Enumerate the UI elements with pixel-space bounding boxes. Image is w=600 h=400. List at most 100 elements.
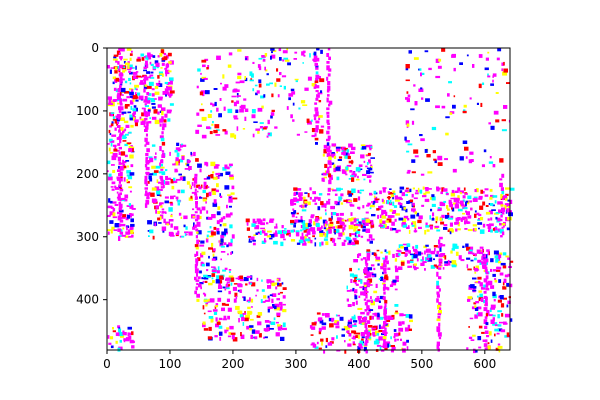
speckle — [216, 55, 221, 60]
speckle — [224, 130, 228, 135]
speckle — [214, 335, 218, 338]
edge-streak — [436, 294, 440, 298]
edge-streak — [363, 346, 367, 352]
speckle — [302, 225, 306, 231]
speckle — [219, 331, 223, 336]
speckle — [487, 342, 490, 345]
edge-streak — [364, 270, 368, 274]
edge-streak — [315, 71, 319, 75]
x-tick-label: 500 — [410, 357, 433, 371]
speckle — [294, 198, 300, 202]
speckle — [341, 328, 345, 331]
speckle — [266, 235, 271, 238]
speckle — [389, 203, 392, 206]
speckle — [243, 277, 249, 282]
speckle — [375, 331, 377, 336]
speckle — [344, 349, 347, 354]
speckle — [131, 234, 134, 238]
edge-streak — [144, 144, 147, 147]
edge-streak — [314, 128, 319, 133]
speckle — [370, 157, 375, 159]
speckle — [507, 206, 510, 208]
speckle — [249, 327, 253, 331]
speckle — [221, 231, 227, 236]
speckle — [441, 105, 446, 109]
edge-streak — [501, 226, 504, 229]
speckle — [309, 53, 311, 58]
edge-streak — [438, 254, 443, 257]
speckle — [202, 280, 205, 283]
speckle — [350, 221, 354, 225]
speckle — [116, 50, 121, 55]
speckle — [306, 230, 311, 235]
speckle — [198, 215, 202, 219]
speckle — [326, 201, 331, 205]
speckle — [134, 122, 138, 127]
edge-streak — [161, 179, 164, 183]
speckle — [108, 342, 112, 345]
speckle — [502, 297, 507, 300]
speckle — [271, 50, 277, 52]
speckle — [112, 201, 117, 204]
speckle — [282, 59, 285, 62]
speckle — [294, 51, 298, 54]
edge-streak — [438, 276, 442, 280]
edge-streak — [194, 268, 199, 274]
speckle — [143, 56, 147, 58]
speckle — [376, 256, 381, 260]
speckle — [281, 75, 287, 78]
speckle — [404, 136, 407, 141]
speckle — [400, 338, 402, 341]
speckle — [199, 270, 202, 274]
speckle — [245, 314, 250, 320]
speckle — [165, 221, 170, 225]
speckle — [398, 332, 401, 336]
speckle — [365, 165, 368, 168]
edge-streak — [326, 114, 330, 118]
speckle — [343, 239, 347, 243]
speckle — [367, 152, 371, 156]
speckle — [478, 290, 482, 293]
speckle — [282, 295, 286, 299]
speckle — [136, 88, 138, 91]
speckle — [130, 164, 134, 168]
speckle — [336, 314, 340, 317]
speckle — [136, 58, 141, 62]
speckle — [420, 262, 425, 266]
x-axis: 0 100 200 300 400 500 600 — [103, 350, 496, 371]
speckle — [113, 56, 117, 59]
speckle — [483, 149, 487, 153]
speckle — [390, 192, 395, 195]
speckle — [503, 195, 507, 199]
speckle — [492, 294, 497, 299]
speckle — [268, 306, 273, 309]
speckle — [361, 336, 365, 339]
speckle — [301, 220, 306, 224]
speckle — [407, 225, 410, 228]
speckle — [126, 170, 131, 174]
edge-streak — [501, 173, 505, 178]
speckle — [418, 88, 424, 92]
speckle — [290, 229, 294, 233]
speckle — [259, 122, 264, 124]
speckle — [250, 78, 253, 81]
speckle — [310, 215, 314, 219]
speckle — [204, 293, 207, 297]
speckle — [405, 249, 410, 253]
edge-streak — [316, 94, 320, 98]
speckle — [429, 215, 432, 220]
speckle — [260, 227, 265, 230]
speckle — [488, 281, 492, 284]
speckle — [260, 230, 262, 235]
speckle — [466, 264, 469, 269]
speckle — [177, 189, 181, 194]
speckle — [478, 213, 482, 217]
speckle — [111, 188, 115, 191]
speckle — [323, 349, 326, 354]
edge-streak — [499, 178, 503, 181]
speckle — [398, 253, 401, 256]
speckle — [348, 225, 353, 230]
speckle — [360, 332, 366, 337]
axes-frame — [106, 47, 511, 351]
speckle — [109, 69, 112, 74]
